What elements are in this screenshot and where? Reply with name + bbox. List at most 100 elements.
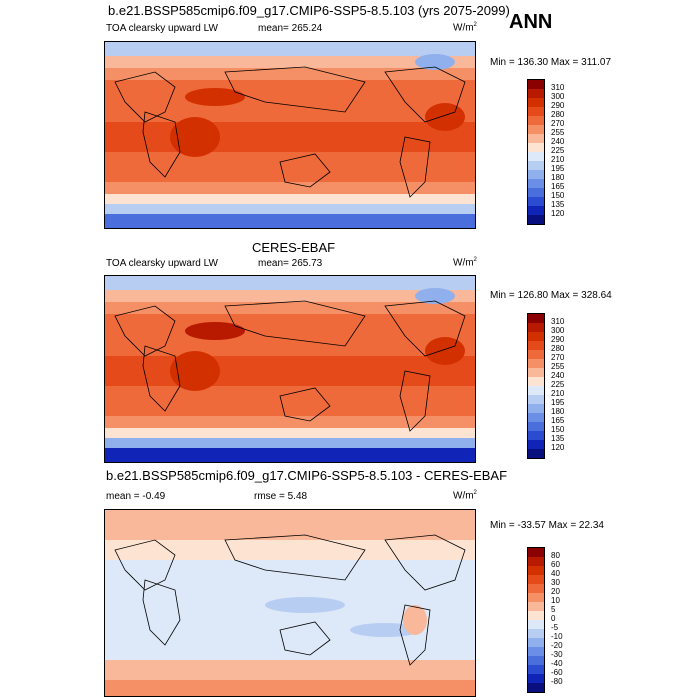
- colorbar-tick-label: 225: [551, 380, 565, 389]
- colorbar-tick-label: 300: [551, 92, 565, 101]
- season-label: ANN: [509, 11, 553, 33]
- colorbar-tick-label: -30: [551, 650, 563, 659]
- colorbar-tick-label: 80: [551, 551, 560, 560]
- panel2-mean: mean= 265.73: [258, 258, 323, 269]
- colorbar-segment: [528, 404, 544, 413]
- panel2-units: W/m2: [453, 257, 477, 269]
- colorbar-tick-label: -10: [551, 632, 563, 641]
- colorbar-segment: [528, 215, 544, 224]
- colorbar-segment: [528, 431, 544, 440]
- colorbar-tick-label: 180: [551, 407, 565, 416]
- colorbar-tick-label: 135: [551, 434, 565, 443]
- panel2-variable: TOA clearsky upward LW: [106, 258, 218, 269]
- colorbar-segment: [528, 548, 544, 557]
- panel3-units: W/m2: [453, 490, 477, 502]
- colorbar-segment: [528, 665, 544, 674]
- colorbar-segment: [528, 683, 544, 692]
- panel2-colorbar: [527, 313, 545, 459]
- colorbar-tick-label: 280: [551, 344, 565, 353]
- colorbar-segment: [528, 332, 544, 341]
- panel1-map: [104, 41, 476, 229]
- panel3-map-field: [105, 510, 475, 696]
- colorbar-segment: [528, 188, 544, 197]
- colorbar-tick-label: 225: [551, 146, 565, 155]
- colorbar-segment: [528, 125, 544, 134]
- colorbar-segment: [528, 341, 544, 350]
- panel3-mean: mean = -0.49: [106, 491, 166, 502]
- colorbar-segment: [528, 314, 544, 323]
- panel3-rmse: rmse = 5.48: [254, 491, 308, 502]
- colorbar-tick-label: 310: [551, 83, 565, 92]
- colorbar-tick-label: 30: [551, 578, 560, 587]
- colorbar-tick-label: 60: [551, 560, 560, 569]
- panel1-title: b.e21.BSSP585cmip6.f09_g17.CMIP6-SSP5-8.…: [108, 3, 510, 18]
- colorbar-segment: [528, 80, 544, 89]
- colorbar-segment: [528, 152, 544, 161]
- colorbar-tick-label: 290: [551, 335, 565, 344]
- colorbar-tick-label: 120: [551, 209, 565, 218]
- colorbar-segment: [528, 206, 544, 215]
- colorbar-segment: [528, 116, 544, 125]
- colorbar-segment: [528, 620, 544, 629]
- colorbar-segment: [528, 359, 544, 368]
- colorbar-segment: [528, 161, 544, 170]
- colorbar-tick-label: -20: [551, 641, 563, 650]
- colorbar-tick-label: 20: [551, 587, 560, 596]
- panel1-variable: TOA clearsky upward LW: [106, 23, 218, 34]
- colorbar-segment: [528, 323, 544, 332]
- colorbar-segment: [528, 413, 544, 422]
- colorbar-segment: [528, 557, 544, 566]
- colorbar-tick-label: 290: [551, 101, 565, 110]
- colorbar-segment: [528, 584, 544, 593]
- colorbar-tick-label: 40: [551, 569, 560, 578]
- colorbar-segment: [528, 647, 544, 656]
- colorbar-segment: [528, 368, 544, 377]
- panel1-colorbar: [527, 79, 545, 225]
- colorbar-segment: [528, 98, 544, 107]
- colorbar-tick-label: 10: [551, 596, 560, 605]
- colorbar-segment: [528, 89, 544, 98]
- panel1-units: W/m2: [453, 22, 477, 34]
- colorbar-tick-label: 180: [551, 173, 565, 182]
- colorbar-segment: [528, 602, 544, 611]
- colorbar-tick-label: -5: [551, 623, 559, 632]
- panel1-minmax: Min = 136.30 Max = 311.07: [490, 57, 612, 68]
- colorbar-segment: [528, 629, 544, 638]
- colorbar-tick-label: 310: [551, 317, 565, 326]
- colorbar-segment: [528, 170, 544, 179]
- colorbar-segment: [528, 386, 544, 395]
- panel3-colorbar: [527, 547, 545, 693]
- panel1-mean: mean= 265.24: [258, 23, 323, 34]
- colorbar-tick-label: 0: [551, 614, 556, 623]
- colorbar-tick-label: -40: [551, 659, 563, 668]
- colorbar-segment: [528, 143, 544, 152]
- panel3-title: b.e21.BSSP585cmip6.f09_g17.CMIP6-SSP5-8.…: [106, 468, 508, 483]
- colorbar-tick-label: 270: [551, 119, 565, 128]
- panel2-title: CERES-EBAF: [252, 240, 336, 255]
- colorbar-segment: [528, 611, 544, 620]
- colorbar-segment: [528, 440, 544, 449]
- colorbar-segment: [528, 179, 544, 188]
- panel1-map-field: [105, 42, 475, 228]
- colorbar-segment: [528, 197, 544, 206]
- colorbar-tick-label: 210: [551, 155, 565, 164]
- colorbar-segment: [528, 395, 544, 404]
- colorbar-tick-label: 150: [551, 191, 565, 200]
- colorbar-segment: [528, 350, 544, 359]
- colorbar-segment: [528, 566, 544, 575]
- colorbar-segment: [528, 422, 544, 431]
- panel2-map: [104, 275, 476, 463]
- colorbar-segment: [528, 107, 544, 116]
- colorbar-segment: [528, 656, 544, 665]
- colorbar-tick-label: 240: [551, 137, 565, 146]
- panel3-map: [104, 509, 476, 697]
- panel2-map-field: [105, 276, 475, 462]
- colorbar-tick-label: 150: [551, 425, 565, 434]
- colorbar-tick-label: 135: [551, 200, 565, 209]
- colorbar-tick-label: 5: [551, 605, 556, 614]
- colorbar-segment: [528, 449, 544, 458]
- colorbar-tick-label: 210: [551, 389, 565, 398]
- colorbar-segment: [528, 377, 544, 386]
- colorbar-tick-label: 165: [551, 416, 565, 425]
- colorbar-tick-label: 270: [551, 353, 565, 362]
